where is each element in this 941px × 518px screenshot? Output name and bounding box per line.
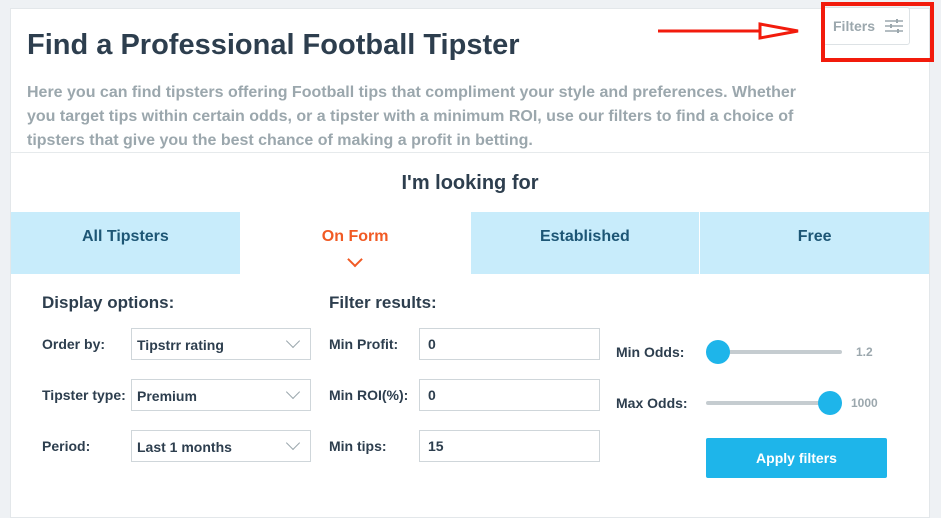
apply-filters-button[interactable]: Apply filters	[706, 438, 887, 478]
min-tips-input[interactable]	[419, 430, 600, 462]
min-roi-input[interactable]	[419, 379, 600, 411]
select-value: Last 1 months	[137, 439, 232, 455]
tab-established[interactable]: Established	[470, 212, 701, 274]
max-odds-value: 1000	[851, 396, 878, 410]
tipster-type-label: Tipster type:	[42, 387, 126, 403]
tipster-tabs: All Tipsters On Form Established Free	[11, 212, 929, 274]
chevron-down-icon	[285, 435, 301, 451]
min-odds-slider[interactable]	[706, 350, 842, 354]
min-odds-label: Min Odds:	[616, 344, 685, 360]
order-by-label: Order by:	[42, 336, 106, 352]
filter-results-heading: Filter results:	[329, 293, 437, 312]
chevron-down-icon	[285, 333, 301, 349]
display-options-heading: Display options:	[42, 293, 175, 312]
min-odds-value: 1.2	[856, 345, 873, 359]
page-title: Find a Professional Football Tipster	[27, 29, 520, 61]
arrow-annotation-icon	[658, 22, 799, 40]
max-odds-handle[interactable]	[818, 391, 842, 415]
min-profit-label: Min Profit:	[329, 336, 399, 352]
min-tips-label: Min tips:	[329, 438, 387, 454]
looking-for-heading: I'm looking for	[401, 172, 539, 194]
filters-button[interactable]: Filters	[823, 7, 910, 45]
tab-on-form[interactable]: On Form	[240, 212, 471, 274]
tab-all-tipsters[interactable]: All Tipsters	[11, 212, 241, 274]
tab-label: On Form	[321, 228, 389, 245]
page-description: Here you can find tipsters offering Foot…	[27, 84, 797, 149]
max-odds-slider[interactable]	[706, 401, 842, 405]
chevron-down-icon	[347, 251, 363, 268]
order-by-select[interactable]: Tipstrr rating	[131, 328, 311, 360]
max-odds-label: Max Odds:	[616, 395, 688, 411]
chevron-down-icon	[285, 384, 301, 400]
period-label: Period:	[42, 438, 91, 454]
filters-label: Filters	[833, 18, 876, 34]
divider	[11, 152, 929, 153]
select-value: Premium	[137, 388, 197, 404]
min-roi-label: Min ROI(%):	[329, 387, 409, 403]
period-select[interactable]: Last 1 months	[131, 430, 311, 462]
tab-free[interactable]: Free	[700, 212, 929, 274]
highlight-box	[821, 2, 934, 62]
select-value: Tipstrr rating	[137, 337, 224, 353]
tipster-type-select[interactable]: Premium	[131, 379, 311, 411]
tab-label: Established	[539, 228, 630, 245]
min-odds-handle[interactable]	[706, 340, 730, 364]
min-profit-input[interactable]	[419, 328, 600, 360]
sliders-icon	[885, 19, 904, 33]
tab-label: All Tipsters	[81, 228, 169, 245]
tab-label: Free	[797, 228, 832, 245]
